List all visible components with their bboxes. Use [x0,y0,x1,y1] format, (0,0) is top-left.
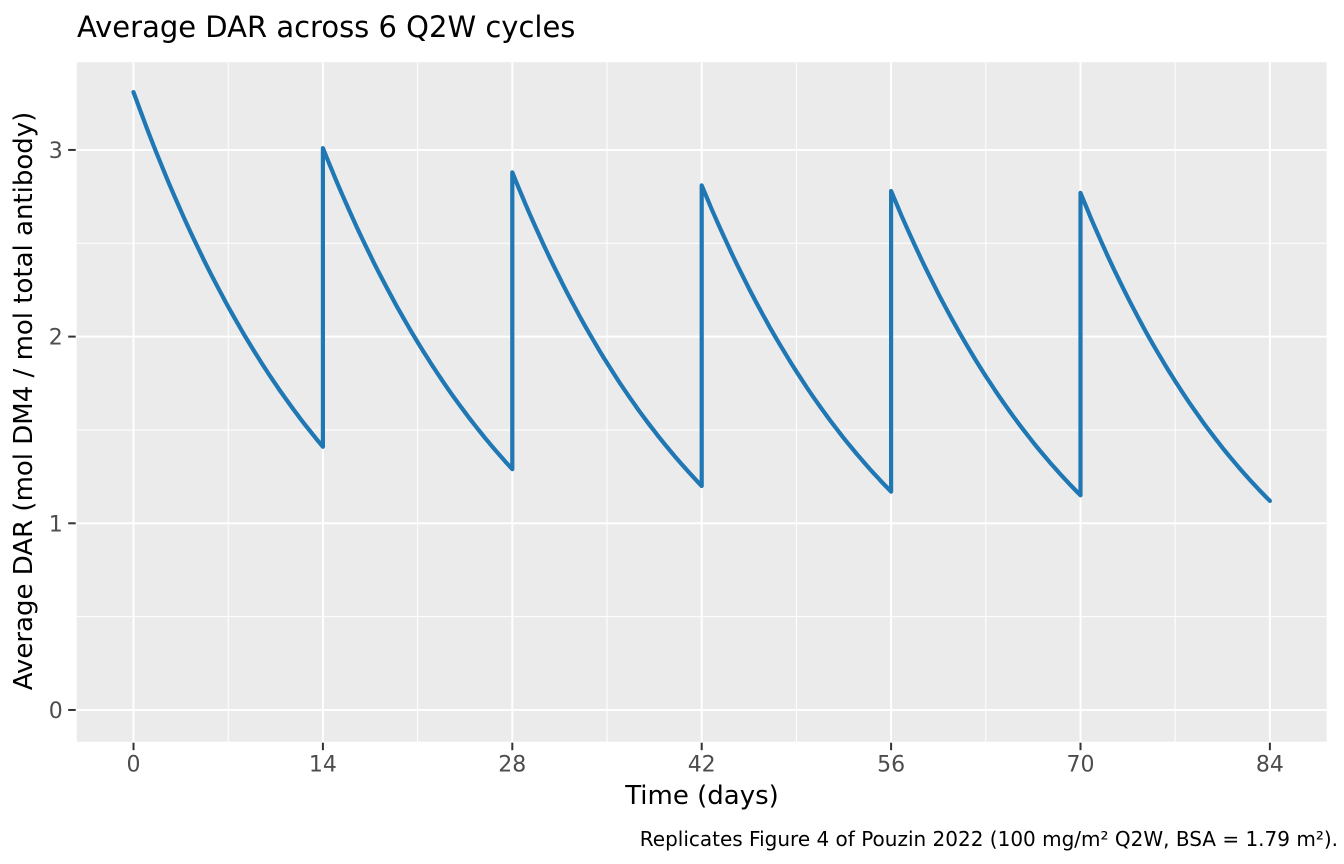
x-tick-label: 28 [498,753,526,778]
x-tick-label: 42 [688,753,716,778]
x-tick-label: 84 [1256,753,1284,778]
x-axis-title: Time (days) [625,781,779,811]
dar-curve [131,89,1273,503]
y-tick-label: 1 [49,512,63,537]
x-tick-label: 70 [1066,753,1094,778]
x-tick-label: 14 [309,753,337,778]
y-tick-label: 0 [49,699,63,724]
x-tick-label: 0 [127,753,141,778]
x-tick-label: 56 [877,753,905,778]
y-tick-label: 2 [49,326,63,351]
caption: Replicates Figure 4 of Pouzin 2022 (100 … [639,827,1338,851]
y-tick-label: 3 [49,139,63,164]
chart-title: Average DAR across 6 Q2W cycles [77,10,576,44]
